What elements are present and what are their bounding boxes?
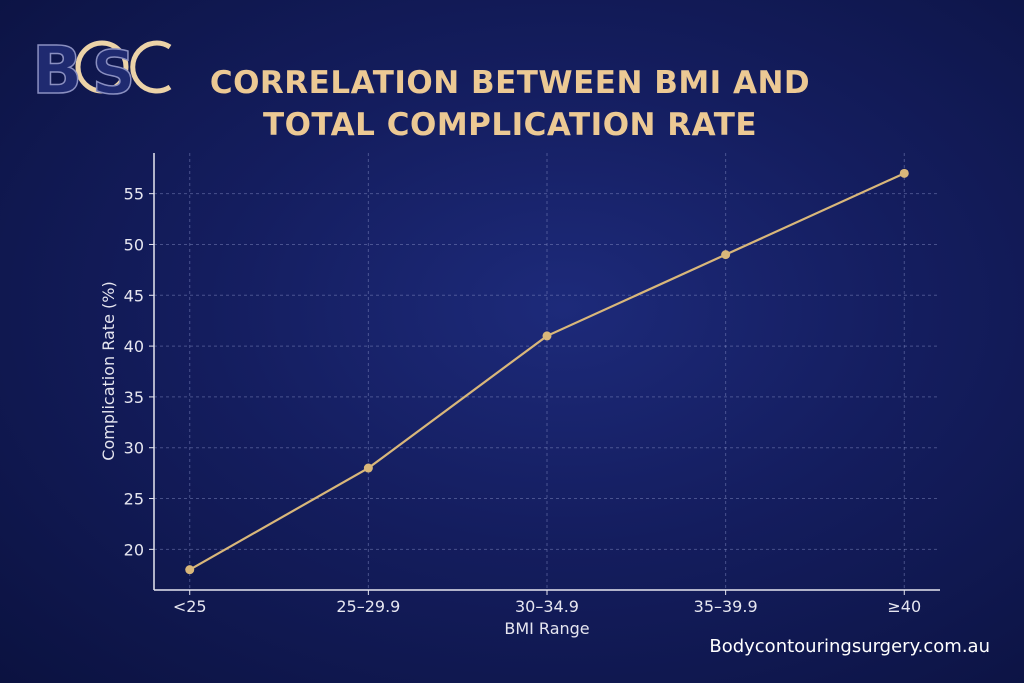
website-url: Bodycontouringsurgery.com.au (709, 636, 990, 657)
data-point (899, 168, 909, 178)
bcsc-logo: B S (30, 31, 180, 110)
x-tick-label: 35–39.9 (694, 597, 758, 616)
title-line-2: TOTAL COMPLICATION RATE (262, 107, 758, 143)
y-tick-label: 25 (124, 490, 144, 509)
svg-text:S: S (92, 38, 135, 103)
x-tick-label: 30–34.9 (515, 597, 579, 616)
x-axis-label: BMI Range (504, 619, 589, 638)
y-tick-label: 55 (124, 185, 144, 204)
y-axis-label: Complication Rate (%) (99, 281, 118, 460)
x-tick-label: 25–29.9 (336, 597, 400, 616)
y-tick-label: 20 (124, 540, 144, 559)
y-tick-label: 50 (124, 235, 144, 254)
data-point (721, 250, 731, 260)
data-point (185, 565, 195, 575)
y-tick-label: 35 (124, 388, 144, 407)
y-tick-label: 30 (124, 439, 144, 458)
data-point (363, 463, 373, 473)
y-tick-label: 40 (124, 337, 144, 356)
svg-text:B: B (32, 33, 82, 103)
y-tick-label: 45 (124, 286, 144, 305)
data-point (542, 331, 552, 341)
chart-title: CORRELATION BETWEEN BMI AND TOTAL COMPLI… (200, 62, 820, 146)
x-tick-label: <25 (173, 597, 207, 616)
title-line-1: CORRELATION BETWEEN BMI AND (209, 65, 811, 101)
x-tick-label: ≥40 (887, 597, 921, 616)
